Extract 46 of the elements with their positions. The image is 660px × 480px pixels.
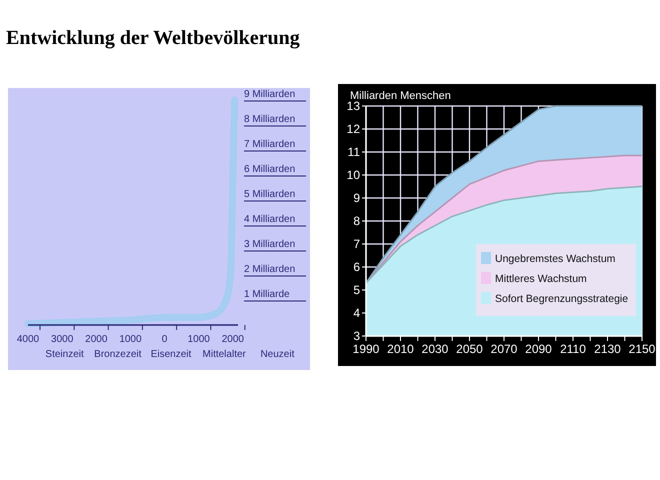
x-tick-label: 1990: [352, 342, 380, 356]
y-tick-label: 8 Milliarden: [244, 114, 296, 125]
y-tick-label: 4 Milliarden: [244, 214, 296, 225]
text: Bronzezeit: [94, 349, 142, 360]
x-tick-label: 2150: [628, 342, 656, 356]
x-tick-label: 2000: [222, 334, 244, 345]
y-tick-label: 6: [353, 260, 360, 274]
y-tick-label: 3: [353, 329, 360, 343]
x-tick-label: 2050: [456, 342, 484, 356]
y-tick-label: 9: [353, 191, 360, 205]
x-tick-label: 2070: [490, 342, 518, 356]
x-tick-label: 2030: [422, 342, 449, 356]
legend-label: Ungebremstes Wachstum: [495, 253, 616, 265]
y-tick-label: 4: [353, 306, 360, 320]
text: Mittelalter: [202, 349, 247, 360]
x-tick-label: 2010: [387, 342, 414, 356]
legend-label: Mittleres Wachstum: [495, 273, 588, 285]
y-tick-label: 7 Milliarden: [244, 139, 296, 150]
text: Steinzeit: [45, 349, 84, 360]
y-axis-title: Milliarden Menschen: [350, 90, 451, 102]
chart-title: Entwicklung der Weltbevölkerung: [6, 27, 300, 49]
text: Eisenzeit: [150, 349, 192, 360]
y-tick-label: 6 Milliarden: [244, 164, 296, 175]
y-tick-label: 11: [348, 145, 360, 159]
x-tick-label: 2090: [525, 342, 552, 356]
y-tick-label: 5 Milliarden: [244, 189, 296, 200]
y-tick-label: 2 Milliarden: [244, 264, 296, 275]
y-tick-label: 7: [353, 237, 360, 251]
y-tick-label: 9 Milliarden: [244, 89, 296, 100]
y-tick-label: 5: [353, 283, 360, 297]
x-tick-label: 4000: [16, 334, 40, 345]
x-tick-label: 2000: [85, 334, 108, 345]
x-tick-label: 1000: [188, 334, 210, 345]
x-tick-label: 0: [162, 334, 168, 345]
y-tick-label: 12: [346, 122, 360, 136]
y-tick-label: 10: [346, 168, 360, 182]
x-tick-label: 2130: [594, 342, 622, 356]
y-tick-label: 8: [353, 214, 360, 228]
y-tick-label: 1 Milliarde: [244, 289, 290, 300]
text: Neuzeit: [260, 349, 295, 360]
x-tick-label: 2110: [560, 342, 586, 356]
x-tick-label: 1000: [119, 334, 142, 345]
y-tick-label: 13: [346, 99, 360, 113]
y-tick-label: 3 Milliarden: [244, 239, 296, 250]
legend-label: Sofort Begrenzungsstrategie: [495, 293, 628, 305]
x-tick-label: 3000: [51, 334, 74, 345]
